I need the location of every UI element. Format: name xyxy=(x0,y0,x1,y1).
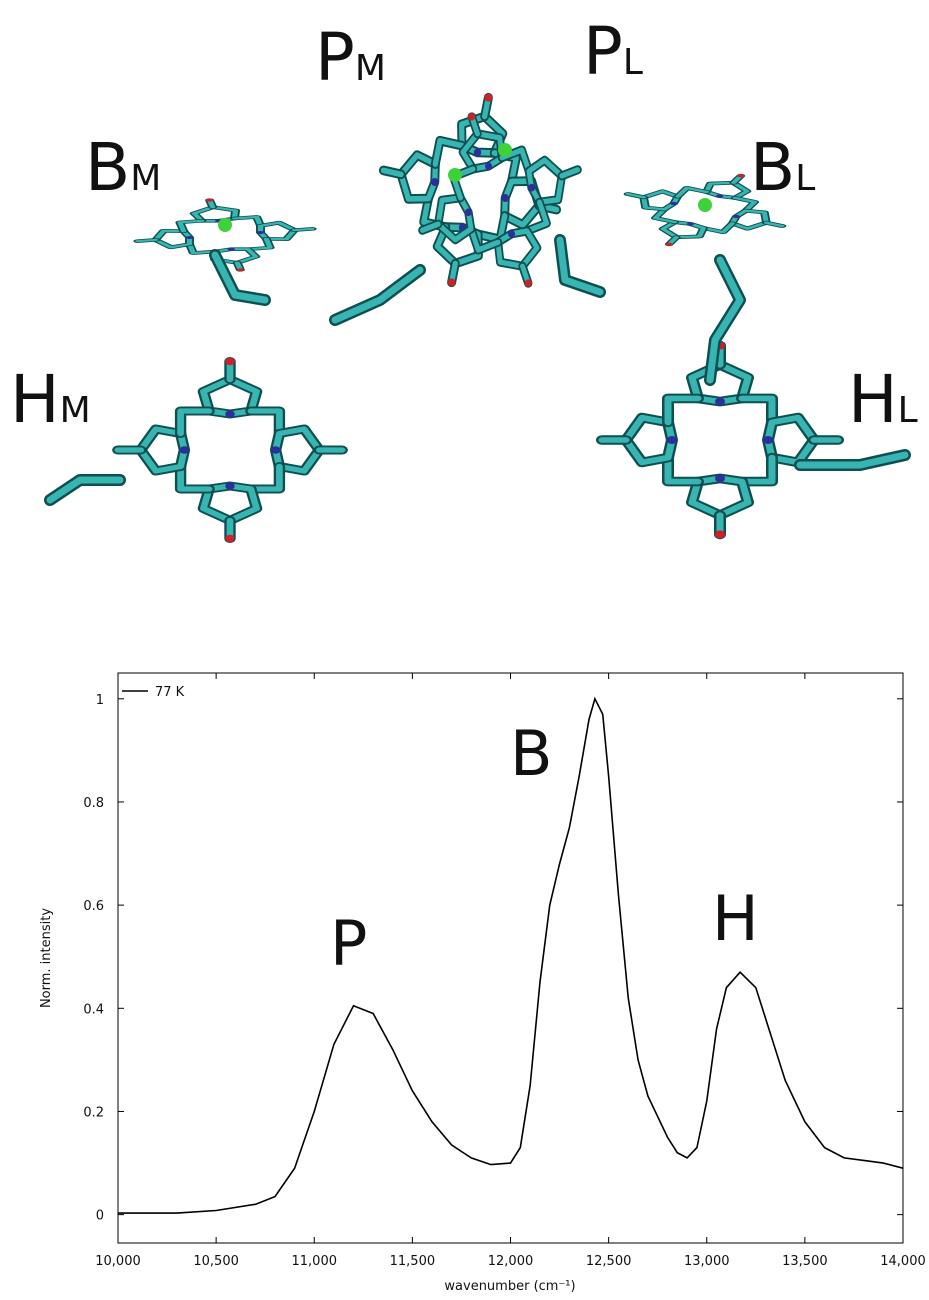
x-tick-label: 12,000 xyxy=(488,1254,534,1269)
y-tick-label: 0.2 xyxy=(83,1105,104,1120)
x-tick-label: 10,000 xyxy=(95,1254,141,1269)
peak-annotation: P xyxy=(330,907,367,980)
label-main: B xyxy=(85,129,130,206)
structure-label: HL xyxy=(848,361,918,438)
structure-label: HM xyxy=(10,361,91,438)
y-tick-label: 1 xyxy=(96,693,104,708)
y-axis-label: Norm. intensity xyxy=(39,908,54,1008)
x-tick-label: 11,500 xyxy=(390,1254,436,1269)
y-tick-label: 0.6 xyxy=(83,899,104,914)
figure: PMPLBMBLHMHL Norm. intensity wavenumber … xyxy=(0,0,929,1300)
x-tick-label: 13,500 xyxy=(782,1254,828,1269)
x-tick-label: 10,500 xyxy=(193,1254,239,1269)
peak-annotation: H xyxy=(712,882,759,955)
x-tick-label: 11,000 xyxy=(292,1254,338,1269)
structure-label: PM xyxy=(315,19,386,96)
label-sub: M xyxy=(355,48,386,89)
x-tick-label: 12,500 xyxy=(586,1254,632,1269)
y-tick-label: 0.8 xyxy=(83,796,104,811)
label-sub: L xyxy=(623,42,643,83)
label-sub: M xyxy=(130,158,161,199)
x-tick-label: 14,000 xyxy=(880,1254,926,1269)
structure-label: BM xyxy=(85,129,161,206)
label-main: H xyxy=(10,361,60,438)
label-main: B xyxy=(750,129,795,206)
structure-label: BL xyxy=(750,129,815,206)
x-axis-label: wavenumber (cm⁻¹) xyxy=(444,1279,575,1294)
structure-label: PL xyxy=(583,13,643,90)
y-tick-label: 0.4 xyxy=(83,1002,104,1017)
label-sub: M xyxy=(60,390,91,431)
legend-label: 77 K xyxy=(155,685,185,700)
label-sub: L xyxy=(795,158,815,199)
y-tick-label: 0 xyxy=(96,1209,104,1224)
x-tick-label: 13,000 xyxy=(684,1254,730,1269)
label-main: P xyxy=(315,19,355,96)
label-main: P xyxy=(583,13,623,90)
peak-annotation: B xyxy=(510,717,553,790)
label-sub: L xyxy=(898,390,918,431)
label-main: H xyxy=(848,361,898,438)
